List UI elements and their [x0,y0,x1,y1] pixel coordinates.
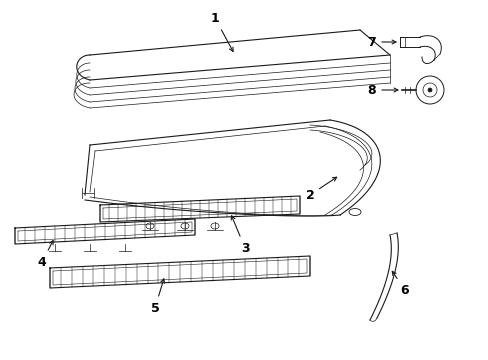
Text: 3: 3 [231,216,249,255]
Text: 4: 4 [38,240,53,269]
Text: 6: 6 [391,271,408,297]
Text: 8: 8 [367,84,397,96]
Text: 7: 7 [367,36,395,49]
Ellipse shape [210,223,219,229]
Ellipse shape [146,223,154,229]
Text: 1: 1 [210,12,233,51]
Text: 5: 5 [150,279,164,315]
Ellipse shape [181,223,189,229]
Circle shape [427,88,431,92]
Text: 2: 2 [305,177,336,202]
